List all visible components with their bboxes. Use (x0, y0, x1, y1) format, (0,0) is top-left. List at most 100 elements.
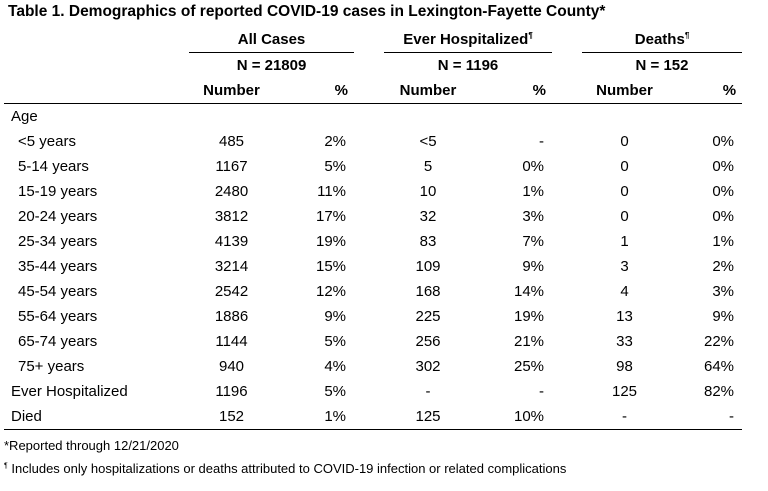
number-cell: - (582, 404, 668, 430)
table-row: 25-34 years 4139 19% 83 7% 1 1% (4, 229, 742, 254)
number-cell: 0 (620, 133, 629, 150)
spacer-cell (552, 254, 582, 279)
percent-cell: 9% (712, 308, 735, 325)
group-label-all-cases: All Cases (189, 27, 355, 53)
spacer-cell (552, 329, 582, 354)
spacer-cell (354, 129, 384, 154)
percent-cell: 1% (712, 233, 735, 250)
number-cell: 32 (419, 208, 437, 225)
row-label: 45-54 years (18, 283, 98, 300)
number-cell: 4 (620, 283, 629, 300)
percent-cell: 2% (712, 258, 735, 275)
spacer-cell (552, 304, 582, 329)
spacer-cell (354, 354, 384, 379)
percent-cell: 3% (712, 283, 735, 300)
number-cell: 5 (423, 158, 433, 175)
table-row: Ever Hospitalized 1196 5% - - 125 82% (4, 379, 742, 404)
n-ever-hospitalized: N = 1196 (437, 57, 499, 74)
row-label: 5-14 years (18, 158, 89, 175)
n-deaths: N = 152 (635, 57, 689, 74)
number-cell: 1144 (215, 333, 248, 350)
number-cell: 2480 (214, 183, 249, 200)
number-cell: 1 (620, 233, 629, 250)
row-label: Ever Hospitalized (11, 383, 128, 400)
number-cell: 98 (616, 358, 633, 375)
number-cell: 4139 (214, 233, 249, 250)
footnote-includes: ¶ Includes only hospitalizations or deat… (4, 461, 567, 476)
table-row: 55-64 years 1886 9% 225 19% 13 9% (4, 304, 742, 329)
percent-cell: 7% (522, 233, 545, 250)
percent-cell: 12% (315, 283, 347, 300)
spacer-cell (354, 154, 384, 179)
number-cell: 1196 (215, 383, 248, 400)
spacer-cell (354, 404, 385, 430)
spacer-cell (552, 229, 582, 254)
percent-cell: - (539, 133, 545, 150)
demographics-table: All Cases Ever Hospitalized¶ Deaths¶ N =… (4, 27, 743, 430)
row-label: <5 years (18, 133, 76, 150)
col-header-percent: % (334, 82, 349, 99)
percent-cell: 64% (704, 358, 735, 375)
spacer-cell (552, 354, 582, 379)
table-title: Table 1. Demographics of reported COVID-… (8, 3, 606, 20)
group-n-row: N = 21809 N = 1196 N = 152 (4, 53, 742, 79)
spacer-cell (354, 254, 384, 279)
row-label: 65-74 years (18, 333, 98, 350)
percent-cell: - (539, 383, 545, 400)
number-cell: 83 (419, 233, 437, 250)
spacer-cell (354, 204, 384, 229)
number-cell: 225 (415, 308, 441, 325)
row-label: 15-19 years (18, 183, 98, 200)
spacer-cell (552, 129, 582, 154)
number-cell: 302 (415, 358, 441, 375)
percent-cell: 1% (522, 183, 545, 200)
number-cell: 33 (616, 333, 633, 350)
number-cell: 3812 (214, 208, 249, 225)
number-cell: 256 (415, 333, 441, 350)
percent-cell: 21% (513, 333, 545, 350)
percent-cell: 9% (522, 258, 545, 275)
group-header-row: All Cases Ever Hospitalized¶ Deaths¶ (4, 27, 743, 53)
spacer-cell (354, 329, 384, 354)
number-cell: 3 (620, 258, 629, 275)
table-row: 45-54 years 2542 12% 168 14% 4 3% (4, 279, 742, 304)
number-cell: 152 (189, 404, 274, 430)
col-header-number: Number (596, 82, 653, 99)
number-cell: 485 (218, 133, 245, 150)
percent-cell: 22% (704, 333, 735, 350)
percent-cell: 82% (704, 383, 735, 400)
percent-cell: 14% (513, 283, 545, 300)
table-row: 35-44 years 3214 15% 109 9% 3 2% (4, 254, 742, 279)
row-label: 55-64 years (18, 308, 98, 325)
percent-cell: 0% (712, 208, 735, 225)
spacer-cell (354, 379, 384, 404)
table-row: 15-19 years 2480 11% 10 1% 0 0% (4, 179, 742, 204)
spacer-cell (354, 279, 384, 304)
number-cell: 13 (616, 308, 633, 325)
percent-cell: 0% (712, 158, 735, 175)
percent-cell: 3% (522, 208, 545, 225)
row-label: 20-24 years (18, 208, 98, 225)
spacer-cell (552, 204, 582, 229)
percent-cell: 5% (324, 333, 347, 350)
number-cell: 10 (419, 183, 437, 200)
percent-cell: 5% (324, 383, 347, 400)
percent-cell: 4% (324, 358, 347, 375)
number-cell: 1167 (215, 158, 248, 175)
spacer-cell (354, 179, 384, 204)
percent-cell: 1% (274, 404, 355, 430)
footnote-reported: *Reported through 12/21/2020 (4, 438, 179, 453)
percent-cell: 0% (712, 183, 735, 200)
percent-cell: 2% (324, 133, 347, 150)
spacer-cell (552, 379, 582, 404)
number-cell: 0 (620, 208, 629, 225)
percent-cell: - (667, 404, 743, 430)
table-row: Died 152 1% 125 10% - - (4, 404, 743, 430)
percent-cell: 19% (513, 308, 545, 325)
number-cell: 2542 (214, 283, 249, 300)
number-cell: 1886 (214, 308, 249, 325)
table-row: 20-24 years 3812 17% 32 3% 0 0% (4, 204, 742, 229)
table-row: 5-14 years 1167 5% 5 0% 0 0% (4, 154, 742, 179)
col-header-number: Number (399, 82, 457, 99)
spacer-cell (552, 404, 583, 430)
